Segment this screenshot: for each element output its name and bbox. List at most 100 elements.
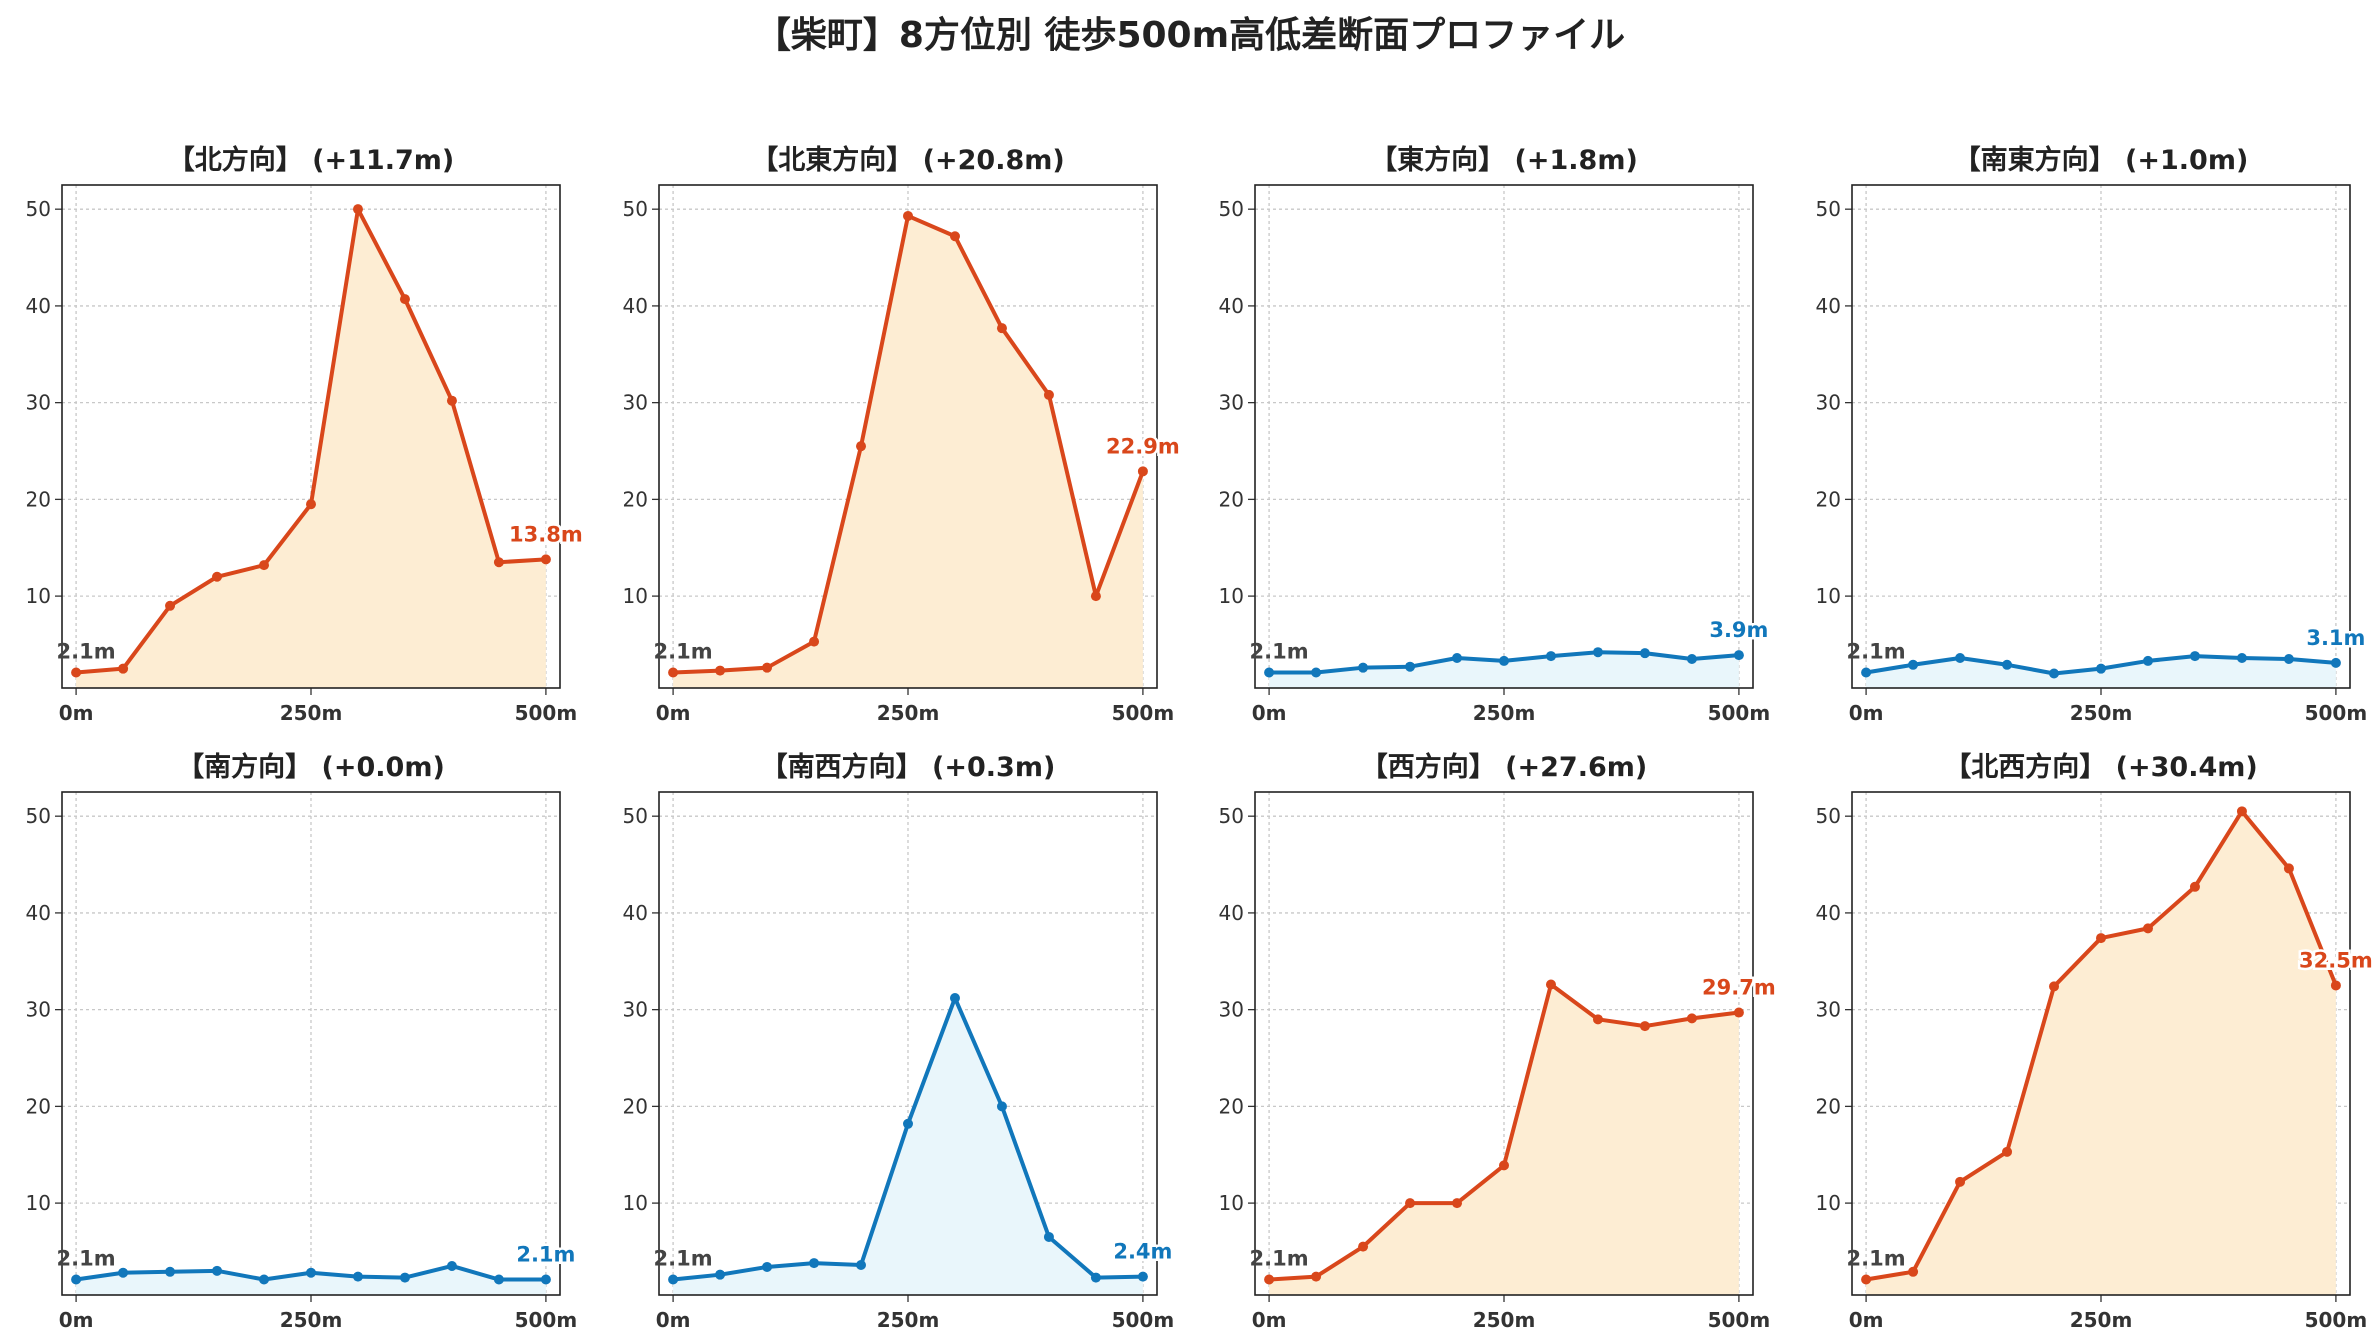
chart-3-y-tick-label-1: 20 (1816, 487, 1841, 511)
chart-4-title: 【南方向】 (+0.0m) (177, 751, 445, 783)
chart-1-point-7 (996, 323, 1007, 334)
chart-5-end-label: 2.4m (1113, 1240, 1172, 1264)
chart-5-point-3 (809, 1258, 820, 1269)
chart-6-start-label: 2.1m (1250, 1247, 1309, 1271)
chart-2-area-fill (1269, 652, 1739, 688)
chart-6-point-7 (1592, 1014, 1603, 1025)
chart-0-x-tick-label-1: 250m (280, 701, 343, 725)
chart-2-point-8 (1639, 648, 1650, 659)
chart-7-x-tick-label-0: 0m (1849, 1308, 1884, 1332)
chart-1-point-2 (762, 662, 773, 673)
chart-1-point-0 (668, 667, 679, 678)
chart-1-start-label: 2.1m (654, 640, 713, 664)
chart-0-y-tick-label-4: 50 (26, 197, 51, 221)
chart-0-start-label: 2.1m (57, 640, 116, 664)
chart-4-y-tick-label-0: 10 (26, 1191, 51, 1215)
chart-1-point-8 (1043, 389, 1054, 400)
chart-6-end-label: 29.7m (1702, 976, 1776, 1000)
chart-6-point-5 (1499, 1160, 1509, 1171)
chart-3-title: 【南東方向】 (+1.0m) (1954, 144, 2249, 176)
chart-3-point-6 (2142, 655, 2153, 666)
chart-7-y-tick-label-2: 30 (1816, 998, 1841, 1022)
chart-4-frame (61, 791, 561, 1296)
chart-7-point-9 (2283, 863, 2294, 874)
chart-5-point-7 (996, 1101, 1007, 1112)
chart-4-point-10 (540, 1274, 551, 1285)
chart-7-point-2 (1955, 1176, 1966, 1187)
chart-3-point-5 (2096, 663, 2106, 674)
chart-2-point-9 (1686, 653, 1697, 664)
chart-1-area-fill (673, 215, 1143, 688)
chart-0-y-tick-label-1: 20 (26, 487, 51, 511)
chart-1-x-tick-label-0: 0m (656, 701, 691, 725)
chart-3-x-tick-label-2: 500m (2305, 701, 2368, 725)
chart-5-frame (658, 791, 1158, 1296)
chart-2-x-tick-label-2: 500m (1708, 701, 1771, 725)
chart-4-point-2 (165, 1266, 176, 1277)
chart-2-end-label: 3.9m (1709, 618, 1768, 642)
chart-7-point-6 (2142, 923, 2153, 934)
chart-2-y-tick-label-0: 10 (1219, 584, 1244, 608)
chart-3-point-9 (2283, 653, 2294, 664)
chart-6-y-tick-label-1: 20 (1219, 1094, 1244, 1118)
chart-2-y-tick-label-3: 40 (1219, 294, 1244, 318)
chart-0-point-8 (446, 395, 457, 406)
chart-2-y-tick-label-2: 30 (1219, 391, 1244, 415)
chart-7-x-tick-label-1: 250m (2070, 1308, 2133, 1332)
chart-6-x-tick-label-1: 250m (1473, 1308, 1536, 1332)
chart-5-point-0 (668, 1274, 679, 1285)
chart-6-point-8 (1639, 1021, 1650, 1032)
chart-2-y-tick-label-1: 20 (1219, 487, 1244, 511)
chart-3-x-tick-label-1: 250m (2070, 701, 2133, 725)
chart-0-point-5 (306, 499, 316, 510)
chart-6-point-1 (1311, 1271, 1322, 1282)
chart-5-point-9 (1090, 1272, 1101, 1283)
chart-5-point-1 (715, 1269, 726, 1280)
chart-7-point-8 (2236, 806, 2247, 817)
chart-2-point-4 (1452, 653, 1463, 664)
chart-7-y-tick-label-4: 50 (1816, 804, 1841, 828)
chart-2-point-3 (1405, 661, 1416, 672)
chart-3-point-0 (1861, 667, 1872, 678)
chart-6-point-0 (1264, 1274, 1275, 1285)
chart-4-point-3 (212, 1265, 223, 1276)
chart-0-point-9 (493, 557, 504, 568)
chart-4-point-8 (446, 1260, 457, 1271)
chart-0-x-tick-label-2: 500m (515, 701, 578, 725)
chart-6-y-tick-label-4: 50 (1219, 804, 1244, 828)
chart-0-area-fill (76, 209, 546, 689)
chart-0-point-4 (259, 560, 270, 571)
chart-5-point-5 (903, 1118, 913, 1129)
chart-2-y-tick-label-4: 50 (1219, 197, 1244, 221)
chart-2-point-6 (1545, 651, 1556, 662)
chart-4-y-tick-label-1: 20 (26, 1094, 51, 1118)
chart-0-point-2 (165, 600, 176, 611)
chart-3-point-3 (2002, 659, 2013, 670)
chart-5-start-label: 2.1m (654, 1247, 713, 1271)
chart-5-y-tick-label-4: 50 (623, 804, 648, 828)
chart-2-point-0 (1264, 667, 1275, 678)
chart-4-y-tick-label-2: 30 (26, 998, 51, 1022)
chart-7-y-tick-label-0: 10 (1816, 1191, 1841, 1215)
chart-6-y-tick-label-3: 40 (1219, 901, 1244, 925)
chart-6-point-4 (1452, 1198, 1463, 1209)
chart-0-title: 【北方向】 (+11.7m) (168, 144, 454, 176)
chart-0-y-tick-label-0: 10 (26, 584, 51, 608)
chart-7-y-tick-label-1: 20 (1816, 1094, 1841, 1118)
chart-7-x-tick-label-2: 500m (2305, 1308, 2368, 1332)
chart-3-y-tick-label-2: 30 (1816, 391, 1841, 415)
chart-5-point-4 (856, 1260, 867, 1271)
chart-6-point-2 (1358, 1241, 1369, 1252)
chart-3-point-1 (1908, 659, 1919, 670)
chart-6-frame (1254, 791, 1754, 1296)
chart-5-point-6 (949, 993, 960, 1004)
chart-4-point-5 (306, 1267, 316, 1278)
chart-3-point-4 (2049, 668, 2060, 679)
chart-2-point-10 (1733, 650, 1744, 661)
chart-5-y-tick-label-2: 30 (623, 998, 648, 1022)
